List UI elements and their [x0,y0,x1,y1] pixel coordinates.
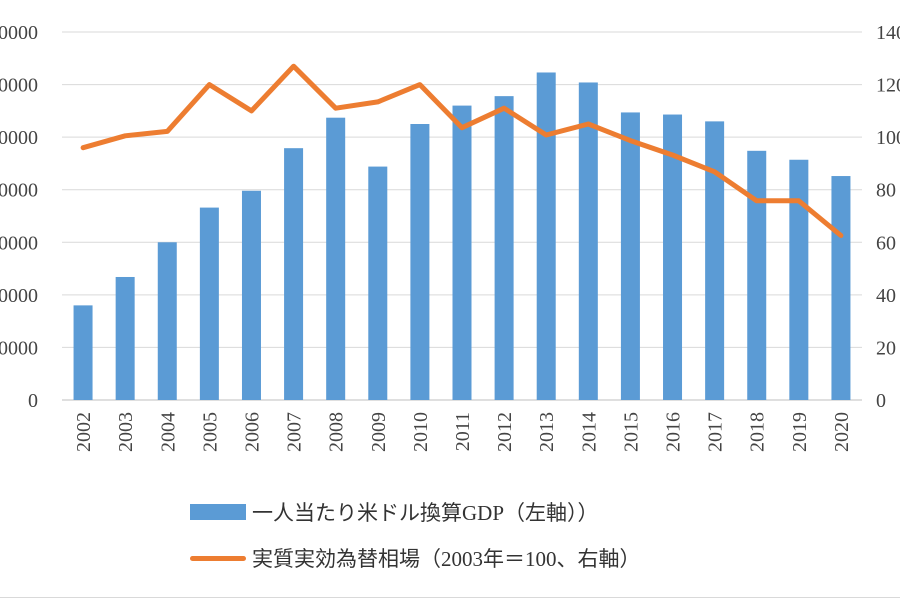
bar-2007 [284,148,304,400]
x-axis-tick-label: 2009 [368,412,390,452]
left-axis-tick-label: 0 [28,390,38,412]
right-axis-tick-label: 20 [876,337,896,359]
line-point-2013 [545,134,548,137]
x-axis-tick-label: 2015 [620,412,642,452]
line-point-2018 [755,199,758,202]
legend-label-line-series: 実質実効為替相場（2003年＝100、右軸） [252,547,641,571]
bar-2018 [747,150,767,400]
left-axis-tick-label: 60000 [0,232,38,254]
x-axis-tick-label: 2010 [410,412,432,452]
line-point-2011 [461,126,463,129]
bar-2005 [199,207,219,400]
right-axis-tick-label: 40 [876,285,896,307]
bar-2013 [536,72,556,400]
left-axis-tick-label: 20000 [0,337,38,359]
x-axis-tick-label: 2008 [326,412,348,452]
line-point-2020 [839,234,842,237]
bar-2017 [705,121,725,400]
line-point-2010 [418,83,421,86]
x-axis-tick-label: 2018 [747,412,769,452]
right-axis-tick-label: 60 [876,232,896,254]
line-point-2014 [587,123,590,125]
left-axis-tick-label: 120000 [0,75,38,97]
x-axis-tick-label: 2013 [536,412,558,452]
bar-2011 [452,105,472,400]
bar-2009 [368,166,388,400]
legend-bar-swatch [190,504,246,520]
x-axis-tick-label: 2003 [115,412,137,452]
right-axis-tick-label: 140 [876,22,900,44]
bar-2004 [157,242,177,400]
legend-label-bar-series: 一人当たり米ドル換算GDP（左軸）） [252,501,599,525]
left-axis-tick-label: 40000 [0,285,38,307]
line-point-2016 [671,154,674,157]
line-point-2012 [503,107,506,110]
bar-2006 [241,190,261,400]
x-axis-tick-label: 2002 [73,412,95,452]
x-axis-tick-label: 2014 [578,412,600,452]
bar-2016 [663,114,683,400]
right-axis-tick-label: 80 [876,180,896,202]
x-axis-tick-label: 2007 [284,412,306,452]
legend-item-line-series: 実質実効為替相場（2003年＝100、右軸） [190,540,790,576]
bar-2014 [578,82,598,401]
line-point-2002 [82,146,85,149]
left-axis-tick-label: 80000 [0,180,38,202]
x-axis-tick-label: 2005 [199,412,221,452]
bar-2019 [789,159,809,400]
right-axis-tick-label: 0 [876,390,886,412]
line-point-2003 [124,134,127,137]
right-axis-tick-label: 120 [876,75,900,97]
frame-border [0,597,900,598]
bar-2020 [831,176,851,400]
left-axis-tick-labels: 0 20000 40000 60000 80000 100000 120000 140000 [0,22,38,412]
x-axis-tick-label: 2020 [831,412,853,452]
x-axis-tick-label: 2006 [241,412,263,452]
x-axis-tick-label: 2012 [494,412,516,452]
x-axis-tick-label: 2016 [663,412,685,452]
bar-2015 [620,112,640,400]
line-point-2004 [166,130,169,133]
line-point-2015 [629,139,632,142]
right-axis-tick-label: 100 [876,127,900,149]
bar-2002 [73,305,93,400]
line-series [80,63,844,238]
line-point-2005 [208,83,211,86]
legend-item-bar-series: 一人当たり米ドル換算GDP（左軸）） [190,494,790,530]
x-axis-tick-label: 2019 [789,412,811,452]
left-axis-tick-label: 100000 [0,127,38,149]
bar-2010 [410,124,430,400]
line-point-2019 [797,199,800,202]
x-axis-tick-label: 2011 [452,412,474,451]
bar-2008 [326,117,346,400]
right-axis-tick-labels: 0 20 40 60 80 100 120 140 [876,22,900,412]
line-point-2008 [334,107,337,110]
legend-line-swatch [190,555,246,561]
line-point-2007 [292,65,295,68]
left-axis-tick-label: 140000 [0,22,38,44]
line-point-2009 [376,100,379,103]
bar-2003 [115,276,135,400]
line-point-2006 [250,109,253,112]
x-axis-tick-label: 2017 [705,412,727,452]
bar-2012 [494,96,514,400]
line-point-2017 [713,170,716,173]
x-axis-tick-label: 2004 [157,412,179,452]
x-axis-tick-labels: 2002 2003 2004 2005 2006 2007 2008 2009 2010 2011… [73,412,853,452]
bar-series [73,72,851,401]
